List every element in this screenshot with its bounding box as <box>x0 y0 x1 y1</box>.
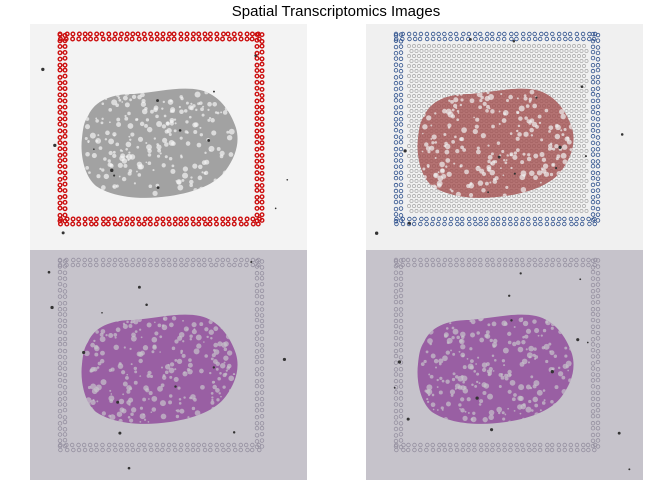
debris-dots <box>374 37 624 235</box>
debris-dots <box>393 272 631 471</box>
debris-dots <box>47 260 287 470</box>
tissue-texture <box>420 315 574 424</box>
he-hires-image <box>366 250 643 480</box>
fiducial-overlay-image <box>30 24 307 250</box>
debris-dots <box>41 54 289 235</box>
fiducial-frame <box>57 257 265 453</box>
fiducial-frame <box>57 31 265 227</box>
spot-overlay-image <box>366 24 643 250</box>
figure-title: Spatial Transcriptomics Images <box>231 3 441 20</box>
tissue-section <box>417 314 574 424</box>
fiducial-frame <box>393 257 601 453</box>
tissue-texture <box>84 316 238 424</box>
fiducial-frame <box>393 31 601 227</box>
he-lowres-image <box>30 250 307 480</box>
tissue-section <box>81 314 238 424</box>
